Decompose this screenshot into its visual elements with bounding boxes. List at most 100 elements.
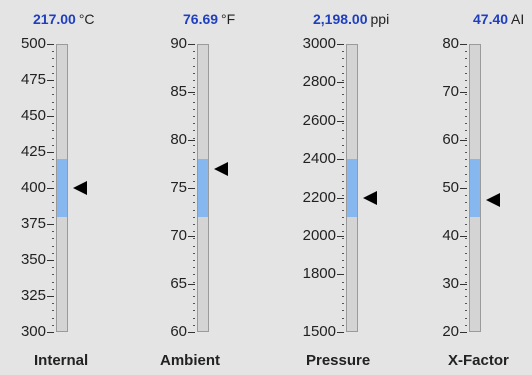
gauge-name: Ambient [160, 352, 220, 369]
scale-minor-tick [52, 66, 54, 67]
scale-minor-tick [342, 66, 344, 67]
scale-minor-tick [342, 145, 344, 146]
scale-minor-tick [465, 80, 467, 81]
scale-minor-tick [52, 130, 54, 131]
scale-minor-tick [465, 282, 467, 283]
scale-minor-tick [465, 231, 467, 232]
scale-minor-tick [52, 210, 54, 211]
scale-minor-tick [193, 260, 195, 261]
gauge-pointer[interactable] [73, 181, 87, 195]
scale-minor-tick [465, 166, 467, 167]
scale-major-tick [188, 188, 195, 189]
scale-major-tick [47, 332, 54, 333]
scale-label: 2400 [302, 150, 336, 167]
gauge-range-band [347, 159, 357, 217]
scale-minor-tick [465, 318, 467, 319]
scale-major-tick [47, 224, 54, 225]
scale-minor-tick [465, 145, 467, 146]
scale-label: 425 [20, 143, 46, 160]
scale-minor-tick [52, 87, 54, 88]
scale-label: 350 [20, 251, 46, 268]
scale-minor-tick [342, 51, 344, 52]
scale-label: 80 [442, 35, 459, 52]
scale-minor-tick [342, 116, 344, 117]
scale-minor-tick [342, 224, 344, 225]
scale-minor-tick [193, 166, 195, 167]
scale-minor-tick [342, 282, 344, 283]
scale-minor-tick [342, 73, 344, 74]
scale-minor-tick [465, 181, 467, 182]
scale-minor-tick [342, 231, 344, 232]
scale-label: 75 [170, 179, 187, 196]
gauge-pointer[interactable] [363, 191, 377, 205]
scale-minor-tick [193, 181, 195, 182]
scale-minor-tick [465, 152, 467, 153]
scale-minor-tick [193, 318, 195, 319]
reading-value: 217.00 [33, 11, 76, 27]
scale-major-tick [337, 82, 344, 83]
scale-minor-tick [342, 253, 344, 254]
scale-major-tick [188, 92, 195, 93]
scale-major-tick [460, 188, 467, 189]
scale-minor-tick [193, 217, 195, 218]
scale-minor-tick [193, 195, 195, 196]
scale-minor-tick [465, 51, 467, 52]
scale-minor-tick [193, 174, 195, 175]
scale-minor-tick [342, 80, 344, 81]
scale-major-tick [47, 188, 54, 189]
scale-minor-tick [193, 303, 195, 304]
scale-minor-tick [342, 238, 344, 239]
scale-minor-tick [465, 224, 467, 225]
scale-minor-tick [193, 58, 195, 59]
scale-minor-tick [465, 73, 467, 74]
scale-minor-tick [52, 310, 54, 311]
scale-minor-tick [52, 289, 54, 290]
scale-minor-tick [465, 138, 467, 139]
gauge-pointer[interactable] [486, 193, 500, 207]
scale-minor-tick [342, 109, 344, 110]
scale-minor-tick [465, 109, 467, 110]
scale-major-tick [47, 296, 54, 297]
scale-label: 375 [20, 215, 46, 232]
scale-label: 3000 [302, 35, 336, 52]
scale-minor-tick [52, 102, 54, 103]
scale-major-tick [337, 159, 344, 160]
scale-minor-tick [342, 246, 344, 247]
scale-minor-tick [52, 166, 54, 167]
gauge-name: Internal [34, 352, 89, 369]
scale-major-tick [188, 332, 195, 333]
scale-minor-tick [193, 231, 195, 232]
gauge-range-band [57, 159, 67, 217]
scale-label: 300 [20, 323, 46, 340]
scale-label: 30 [442, 275, 459, 292]
scale-minor-tick [193, 238, 195, 239]
scale-minor-tick [52, 267, 54, 268]
scale-minor-tick [52, 282, 54, 283]
scale-minor-tick [52, 159, 54, 160]
scale-minor-tick [465, 66, 467, 67]
scale-minor-tick [465, 260, 467, 261]
scale-minor-tick [193, 109, 195, 110]
scale-minor-tick [342, 102, 344, 103]
scale-minor-tick [52, 303, 54, 304]
scale-minor-tick [193, 202, 195, 203]
scale-minor-tick [193, 87, 195, 88]
scale-minor-tick [465, 274, 467, 275]
scale-major-tick [188, 236, 195, 237]
scale-minor-tick [342, 325, 344, 326]
scale-label: 500 [20, 35, 46, 52]
scale-minor-tick [193, 123, 195, 124]
scale-minor-tick [52, 145, 54, 146]
scale-major-tick [337, 236, 344, 237]
scale-minor-tick [193, 159, 195, 160]
gauge-range-band [470, 159, 480, 217]
gauge-pointer[interactable] [214, 162, 228, 176]
scale-label: 60 [170, 323, 187, 340]
scale-minor-tick [465, 94, 467, 95]
scale-label: 475 [20, 71, 46, 88]
scale-minor-tick [342, 260, 344, 261]
scale-minor-tick [465, 102, 467, 103]
scale-minor-tick [193, 274, 195, 275]
scale-label: 1500 [302, 323, 336, 340]
